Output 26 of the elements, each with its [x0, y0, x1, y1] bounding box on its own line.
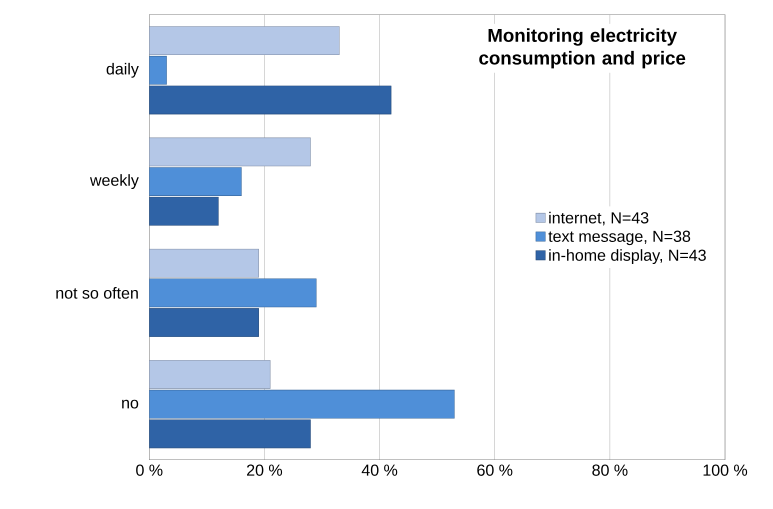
y-tick-label: not so often — [56, 286, 138, 299]
bar — [149, 56, 167, 85]
y-tick-label: no — [122, 400, 138, 408]
y-tick-label: daily — [106, 62, 139, 78]
bar — [149, 196, 219, 226]
text: Monitoring electricity consumption and price — [479, 28, 686, 68]
bar — [149, 167, 242, 196]
legend-label: text message, N=38 — [548, 230, 690, 246]
legend-label: internet, N=43 — [549, 212, 648, 226]
bar — [149, 390, 455, 418]
x-tick-label: 20 % — [246, 464, 282, 476]
x-tick-label: 60 % — [477, 464, 512, 476]
bar — [149, 360, 270, 389]
legend-label: in-home display, N=43 — [549, 249, 706, 264]
bar — [149, 248, 259, 278]
x-tick-label: 100 % — [704, 464, 748, 476]
bar — [149, 419, 311, 448]
y-tick-label: weekly — [90, 174, 139, 189]
bar — [149, 137, 311, 166]
x-tick-label: 40 % — [362, 464, 398, 476]
bar — [149, 278, 317, 308]
bar — [149, 86, 392, 114]
x-tick-label: 0 % — [136, 464, 162, 476]
bar — [149, 26, 340, 55]
x-tick-label: 80 % — [592, 464, 628, 476]
bar — [149, 308, 259, 337]
